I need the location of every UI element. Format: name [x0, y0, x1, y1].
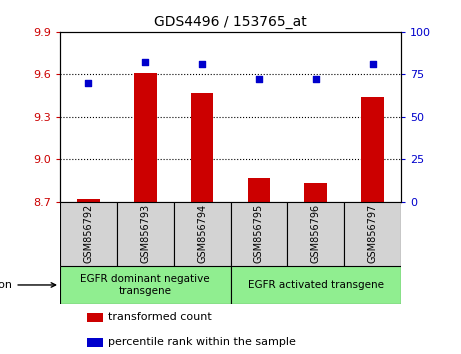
Bar [230, 202, 287, 266]
Text: GSM856796: GSM856796 [311, 204, 321, 263]
Bar [230, 266, 401, 304]
Bar [60, 202, 117, 266]
Text: GSM856795: GSM856795 [254, 204, 264, 263]
Bar [87, 313, 102, 322]
Bar [117, 202, 174, 266]
Bar [304, 183, 327, 202]
Bar [134, 73, 157, 202]
Bar [87, 338, 102, 347]
Point [312, 76, 319, 82]
Point [198, 61, 206, 67]
Bar [191, 93, 213, 202]
Bar [174, 202, 230, 266]
Text: EGFR activated transgene: EGFR activated transgene [248, 280, 384, 290]
Point [142, 59, 149, 65]
Point [369, 61, 376, 67]
Text: GSM856794: GSM856794 [197, 204, 207, 263]
Text: GSM856793: GSM856793 [140, 204, 150, 263]
Text: EGFR dominant negative
transgene: EGFR dominant negative transgene [80, 274, 210, 296]
Bar [60, 266, 230, 304]
Text: GSM856797: GSM856797 [367, 204, 378, 263]
Bar [77, 199, 100, 202]
Title: GDS4496 / 153765_at: GDS4496 / 153765_at [154, 16, 307, 29]
Text: transformed count: transformed count [108, 312, 212, 322]
Bar [287, 202, 344, 266]
Text: GSM856792: GSM856792 [83, 204, 94, 263]
Text: genotype/variation: genotype/variation [0, 280, 56, 290]
Point [255, 76, 263, 82]
Bar [344, 202, 401, 266]
Bar [248, 178, 270, 202]
Point [85, 80, 92, 86]
Text: percentile rank within the sample: percentile rank within the sample [108, 337, 296, 347]
Bar [361, 97, 384, 202]
